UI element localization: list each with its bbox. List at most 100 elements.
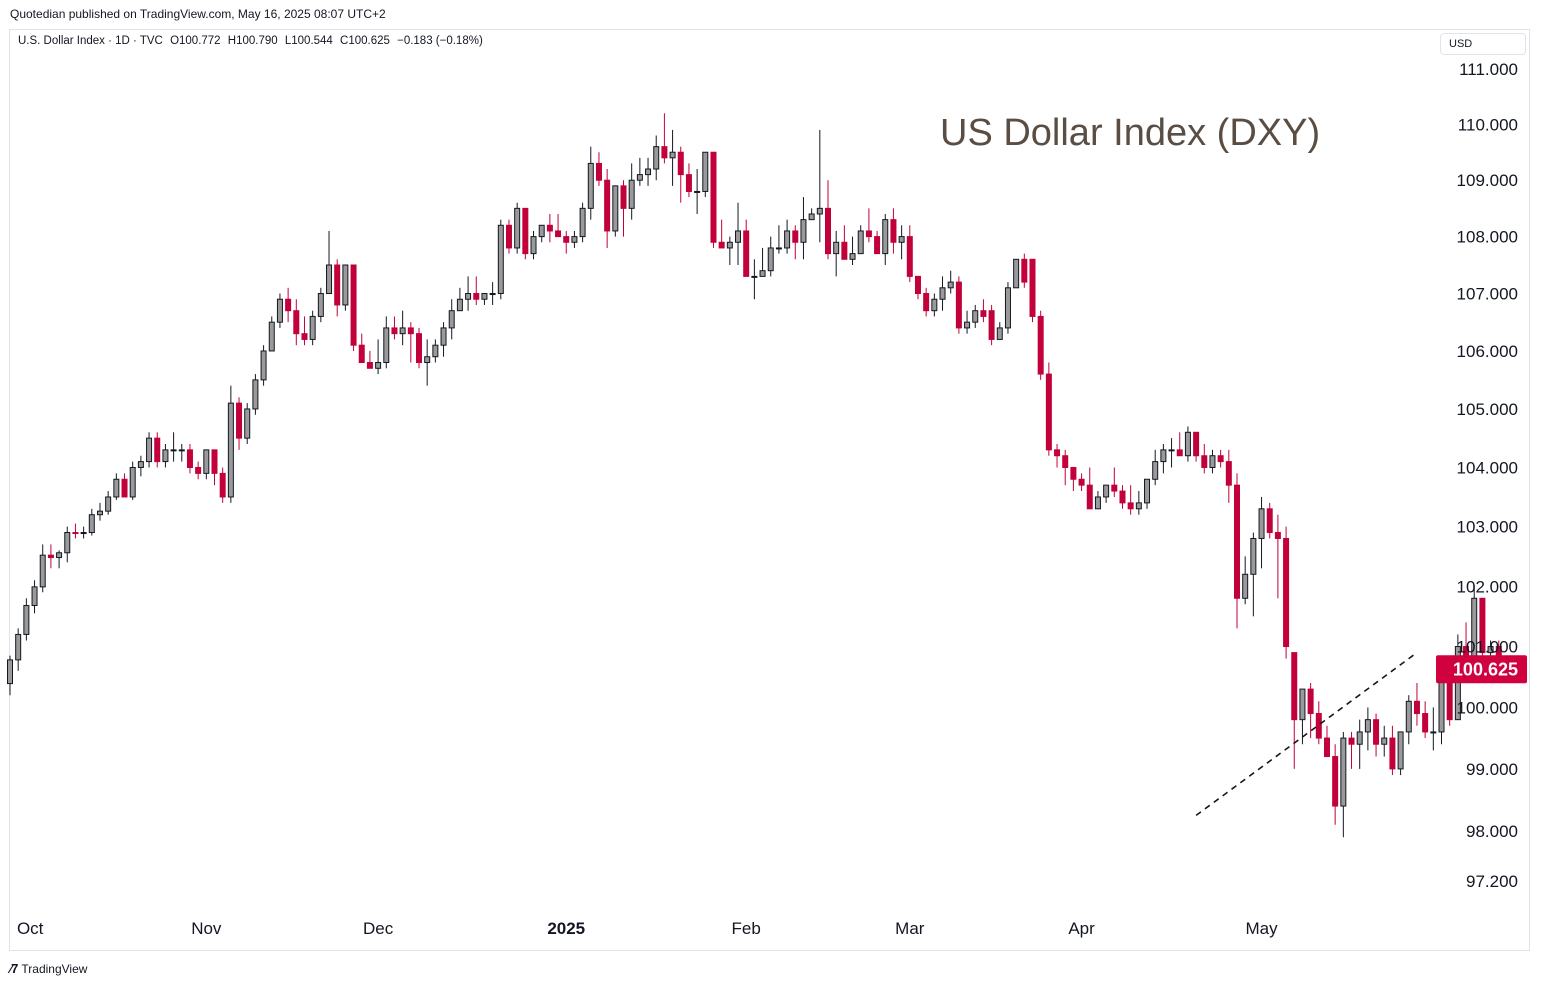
candle	[448, 299, 455, 340]
candle	[1103, 484, 1110, 503]
y-tick-label: 108.000	[1457, 228, 1518, 247]
candle-body	[1405, 700, 1412, 733]
candle	[1422, 701, 1429, 739]
candle-body	[399, 327, 406, 335]
candle-body	[1045, 373, 1052, 451]
candle	[350, 264, 357, 351]
candle	[612, 185, 619, 237]
candle	[317, 287, 324, 323]
candle-body	[538, 224, 545, 238]
footer-brand[interactable]: ⁄7 TradingView	[10, 961, 87, 976]
candle	[309, 310, 316, 346]
candle	[604, 169, 611, 248]
candles-layer	[7, 113, 1510, 838]
candle	[661, 113, 668, 164]
candle-body	[931, 298, 938, 312]
candle	[825, 180, 831, 260]
candle-body	[326, 264, 333, 295]
legend-high: H100.790	[227, 35, 278, 47]
candle	[31, 580, 38, 614]
candle	[276, 293, 283, 328]
x-tick-label: Nov	[191, 919, 222, 938]
last-price-layer: 100.625	[1436, 655, 1527, 684]
candle-body	[612, 185, 619, 232]
candle	[211, 449, 218, 486]
candle-body	[898, 236, 905, 243]
candle	[514, 202, 521, 254]
candle	[1111, 467, 1118, 497]
candle	[334, 259, 341, 317]
candle-body	[579, 207, 586, 238]
candle-body	[980, 310, 987, 317]
candle	[1438, 676, 1445, 745]
candle-body	[1315, 713, 1322, 739]
candle	[890, 208, 897, 254]
candle-body	[800, 219, 807, 243]
candle	[383, 316, 390, 369]
legend-close: C100.625	[340, 35, 390, 47]
candle-body	[1397, 731, 1404, 770]
candle	[1258, 496, 1265, 569]
footer-brand-text: TradingView	[21, 961, 88, 976]
candle	[1127, 485, 1134, 515]
x-tick-label: Apr	[1068, 919, 1095, 938]
candle	[898, 225, 905, 260]
candle-body	[718, 241, 725, 249]
candle	[342, 264, 349, 311]
candle-body	[726, 241, 733, 249]
candle-body	[1348, 737, 1355, 745]
candle	[996, 322, 1003, 340]
candle-body	[1274, 532, 1281, 539]
candle	[972, 304, 979, 328]
candle	[1373, 713, 1380, 757]
candle-body	[203, 449, 210, 474]
candle	[88, 508, 95, 536]
candle-body	[1037, 315, 1044, 375]
candle	[628, 163, 635, 220]
symbol-legend: U.S. Dollar Index · 1D · TVC O100.772 H1…	[18, 35, 487, 47]
candle	[735, 202, 742, 265]
candle-body	[456, 298, 463, 312]
candle	[195, 461, 202, 480]
y-tick-label: 111.000	[1459, 60, 1518, 79]
candle	[1201, 443, 1208, 474]
candle	[710, 151, 717, 248]
candle	[555, 213, 562, 238]
currency-button[interactable]: USD	[1440, 33, 1526, 55]
candle-body	[710, 151, 717, 243]
candle-body	[1373, 719, 1380, 745]
candle	[980, 299, 987, 323]
y-tick-label: 109.000	[1457, 171, 1518, 190]
candle	[1037, 310, 1044, 380]
candle-body	[571, 236, 578, 243]
candle	[268, 316, 275, 352]
candle-body	[1381, 737, 1388, 745]
candle	[497, 219, 504, 300]
candle	[1062, 449, 1069, 486]
candle	[1193, 431, 1200, 462]
candle	[416, 327, 422, 369]
candle	[702, 151, 709, 198]
candle-body	[276, 298, 283, 323]
candle	[841, 225, 848, 260]
candle-body	[432, 344, 439, 358]
legend-symbol[interactable]: U.S. Dollar Index · 1D · TVC	[18, 35, 163, 47]
candle	[816, 129, 823, 243]
candle-body	[743, 230, 750, 277]
candle	[857, 225, 864, 255]
candle-body	[383, 327, 390, 364]
candle-body	[1168, 449, 1175, 452]
candle-body	[252, 379, 259, 410]
legend-low: L100.544	[284, 35, 333, 47]
candle-body	[391, 327, 398, 335]
candle	[1315, 701, 1322, 745]
candle	[285, 287, 292, 323]
candle-body	[23, 604, 30, 635]
candle	[1291, 652, 1298, 769]
candle	[1054, 443, 1061, 468]
candle-body	[1054, 449, 1061, 457]
candle-body	[939, 287, 946, 300]
chart-title: US Dollar Index (DXY)	[940, 112, 1321, 154]
candle	[1184, 426, 1191, 462]
